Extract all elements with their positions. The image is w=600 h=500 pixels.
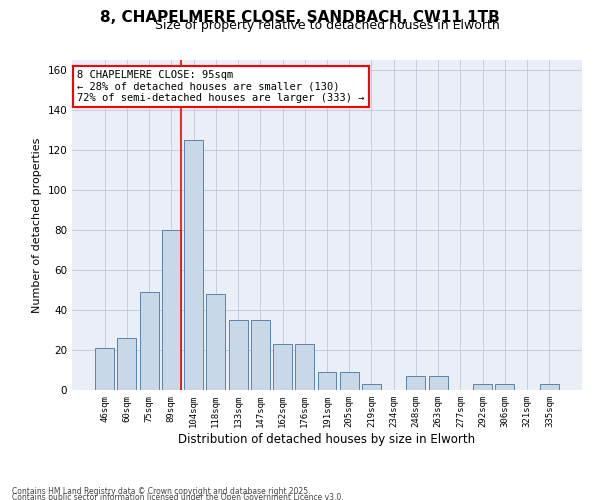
Bar [251,320,270,390]
Bar [95,348,114,390]
Bar [229,320,248,390]
Bar [140,292,158,390]
Bar [295,344,314,390]
Bar [184,140,203,390]
Bar [273,344,292,390]
Bar [340,372,359,390]
Text: Contains public sector information licensed under the Open Government Licence v3: Contains public sector information licen… [12,492,344,500]
Text: 8, CHAPELMERE CLOSE, SANDBACH, CW11 1TB: 8, CHAPELMERE CLOSE, SANDBACH, CW11 1TB [100,10,500,25]
Text: Contains HM Land Registry data © Crown copyright and database right 2025.: Contains HM Land Registry data © Crown c… [12,486,311,496]
Bar [540,384,559,390]
Bar [118,338,136,390]
Bar [206,294,225,390]
Bar [362,384,381,390]
Bar [162,230,181,390]
X-axis label: Distribution of detached houses by size in Elworth: Distribution of detached houses by size … [178,432,476,446]
Title: Size of property relative to detached houses in Elworth: Size of property relative to detached ho… [155,20,499,32]
Bar [496,384,514,390]
Y-axis label: Number of detached properties: Number of detached properties [32,138,42,312]
Bar [473,384,492,390]
Text: 8 CHAPELMERE CLOSE: 95sqm
← 28% of detached houses are smaller (130)
72% of semi: 8 CHAPELMERE CLOSE: 95sqm ← 28% of detac… [77,70,365,103]
Bar [406,376,425,390]
Bar [429,376,448,390]
Bar [317,372,337,390]
